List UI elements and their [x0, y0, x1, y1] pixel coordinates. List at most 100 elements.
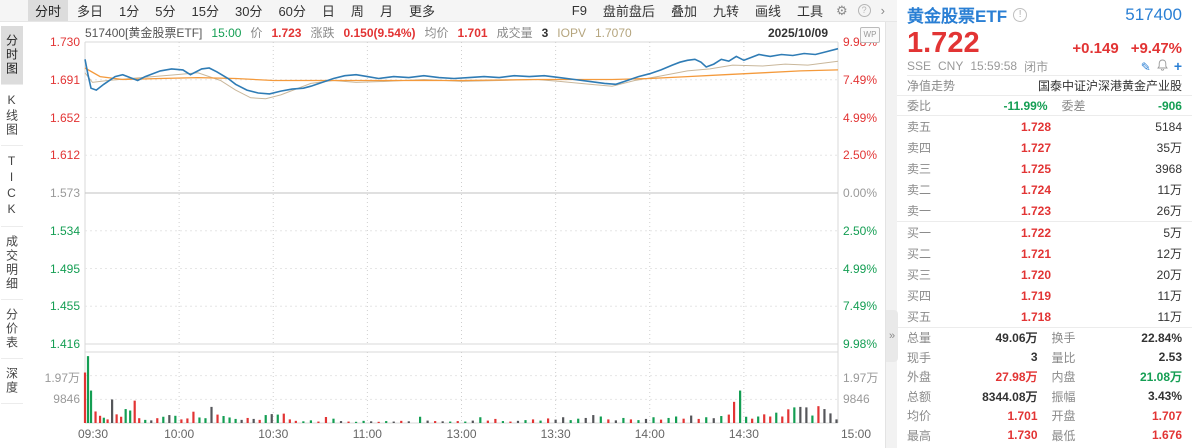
period-tab-分时[interactable]: 分时	[28, 0, 69, 21]
period-tab-30分[interactable]: 30分	[234, 4, 263, 19]
bid-label: 买一	[907, 226, 932, 240]
price-change-pct: +9.47%	[1130, 40, 1182, 57]
toolbar-item-工具[interactable]: 工具	[796, 4, 823, 19]
infobar-segment: 1.7070	[594, 25, 632, 40]
infobar-segment: IOPV	[557, 25, 586, 40]
period-tab-多日[interactable]: 多日	[77, 4, 104, 19]
pct-axis-label: 0.00%	[843, 186, 878, 200]
bid-row-买一[interactable]: 买一 1.722 5万	[897, 222, 1192, 243]
period-tab-月[interactable]: 月	[379, 4, 393, 19]
price-axis-label: 1.691	[49, 72, 80, 87]
view-sidebar: 分时图 K线图 TICK 成交明细 分价表 深度	[0, 26, 23, 448]
quote-panel: 黄金股票ETF ! 517400 1.722 +0.149 +9.47% SSE…	[897, 0, 1192, 448]
sidebar-tab-TICK[interactable]: TICK	[0, 146, 23, 227]
ask-volume: 3968	[1155, 161, 1182, 176]
bid-price: 1.718	[1020, 309, 1052, 324]
bid-volume: 11万	[1157, 289, 1182, 303]
sidebar-tab-K线图[interactable]: K线图	[0, 85, 23, 146]
bid-volume: 20万	[1156, 268, 1182, 282]
collapse-panel-icon[interactable]: »	[886, 310, 898, 362]
stat-cell-内盘: 内盘 21.08万	[1052, 368, 1183, 385]
ask-price: 1.725	[1020, 161, 1052, 176]
price-axis-label: 1.455	[49, 299, 80, 314]
chart-canvas[interactable]	[0, 0, 897, 448]
bid-row-买三[interactable]: 买三 1.720 20万	[897, 264, 1192, 285]
bid-row-买五[interactable]: 买五 1.718 11万	[897, 306, 1192, 327]
bid-row-买四[interactable]: 买四 1.719 11万	[897, 285, 1192, 306]
pct-axis-label: 4.99%	[843, 261, 878, 276]
sidebar-tab-分价表[interactable]: 分价表	[0, 300, 23, 359]
period-tab-15分[interactable]: 15分	[191, 4, 219, 19]
help-icon[interactable]: ?	[857, 4, 871, 17]
market-status-text: 闭市	[1024, 59, 1049, 74]
wp-tool-badge[interactable]: WP	[860, 27, 880, 43]
toolbar-item-九转[interactable]: 九转	[712, 4, 739, 19]
fund-name: 国泰中证沪深港黄金产业股	[1037, 79, 1182, 93]
period-tab-60分[interactable]: 60分	[278, 4, 306, 19]
ask-volume: 35万	[1156, 141, 1182, 155]
price-axis-label: 1.573	[49, 186, 80, 200]
volume-axis-label: 1.97万	[44, 370, 80, 385]
ask-row-卖一[interactable]: 卖一 1.723 26万	[897, 200, 1192, 221]
bid-volume: 12万	[1156, 247, 1182, 261]
infobar-segment: 1.723	[271, 25, 302, 40]
stat-value: 3.43%	[1147, 389, 1182, 404]
ask-row-卖二[interactable]: 卖二 1.724 11万	[897, 179, 1192, 200]
toolbar-item-F9[interactable]: F9	[571, 3, 587, 18]
intraday-chart[interactable]: 1.730 1.691 1.652 1.612 1.573 1.534 1.495 1.455…	[0, 0, 897, 448]
weibi-value: -11.99%	[1003, 98, 1048, 113]
nav-trend-row[interactable]: 净值走势 国泰中证沪深港黄金产业股	[897, 76, 1192, 96]
bid-label: 买四	[907, 289, 932, 303]
ask-volume: 26万	[1156, 204, 1182, 218]
ask-row-卖五[interactable]: 卖五 1.728 5184	[897, 116, 1192, 137]
chevron-right-icon[interactable]: ›	[880, 3, 885, 18]
edit-icon[interactable]: ✎	[1140, 60, 1151, 74]
sidebar-tab-成交明细[interactable]: 成交明细	[0, 227, 23, 300]
stat-label: 最高	[907, 428, 932, 443]
toolbar-item-盘前盘后[interactable]: 盘前盘后	[602, 4, 655, 19]
market-status-row: SSE CNY 15:59:58 闭市 ✎ +	[907, 57, 1182, 76]
bid-row-买二[interactable]: 买二 1.721 12万	[897, 243, 1192, 264]
bell-icon[interactable]	[1156, 59, 1168, 74]
ask-label: 卖三	[907, 162, 932, 176]
bid-volume: 5万	[1163, 226, 1182, 240]
price-axis-label: 1.612	[49, 148, 80, 163]
ask-label: 卖五	[907, 120, 932, 134]
ask-row-卖四[interactable]: 卖四 1.727 35万	[897, 137, 1192, 158]
sidebar-tab-分时图[interactable]: 分时图	[0, 26, 23, 85]
period-tab-周[interactable]: 周	[350, 4, 364, 19]
ask-row-卖三[interactable]: 卖三 1.725 3968	[897, 158, 1192, 179]
stat-label: 换手	[1051, 331, 1076, 346]
panel-splitter[interactable]: »	[885, 22, 898, 448]
toolbar-item-叠加[interactable]: 叠加	[670, 4, 697, 19]
period-tab-更多[interactable]: 更多	[408, 4, 435, 19]
volume-axis-label: 9846	[843, 392, 870, 407]
stat-row: 均价 1.701 开盘 1.707	[897, 406, 1192, 426]
stat-cell-外盘: 外盘 27.98万	[907, 368, 1038, 385]
info-icon[interactable]: !	[1013, 7, 1028, 22]
infobar-segment: 1.701	[457, 25, 488, 40]
gear-icon[interactable]: ⚙	[836, 2, 848, 18]
toolbar-actions: F9 盘前盘后 叠加 九转 画线 工具 ⚙? ›	[565, 0, 897, 21]
book-divider	[897, 327, 1192, 328]
period-tab-5分[interactable]: 5分	[155, 4, 176, 19]
time-axis-label: 11:00	[352, 427, 382, 441]
sidebar-tab-深度[interactable]: 深度	[0, 359, 23, 404]
infobar-segment: 均价	[424, 26, 449, 40]
infobar-segment: 3	[541, 25, 549, 40]
period-tab-日[interactable]: 日	[321, 4, 335, 19]
price-axis-label: 1.416	[49, 337, 80, 351]
period-tab-1分[interactable]: 1分	[119, 4, 140, 19]
infobar-segment: 15:00	[211, 25, 242, 40]
market-status-text: 15:59:58	[970, 59, 1018, 73]
price-axis-label: 1.495	[49, 261, 80, 276]
stat-row: 最高 1.730 最低 1.676	[897, 426, 1192, 446]
add-to-watchlist-icon[interactable]: +	[1173, 58, 1182, 74]
bid-label: 买二	[907, 247, 932, 261]
stat-value: 1.676	[1151, 428, 1182, 443]
ask-label: 卖二	[907, 183, 932, 197]
stat-cell-最低: 最低 1.676	[1052, 427, 1183, 444]
stat-cell-开盘: 开盘 1.707	[1052, 407, 1183, 424]
toolbar-item-画线[interactable]: 画线	[754, 4, 781, 19]
